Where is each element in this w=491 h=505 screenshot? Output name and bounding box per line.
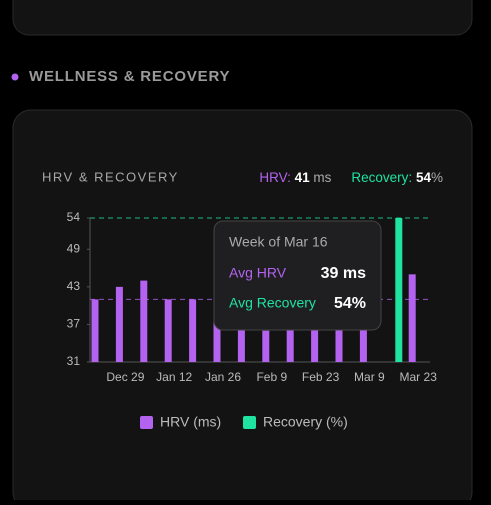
x-tick-label: Feb 23: [302, 370, 340, 384]
tooltip-title: Week of Mar 16: [229, 234, 328, 250]
y-tick-label: 31: [67, 354, 81, 368]
bar: [395, 218, 403, 362]
bar: [335, 318, 343, 362]
tooltip: Week of Mar 16 Avg HRV 39 ms Avg Recover…: [213, 220, 382, 331]
x-tick-label: Jan 26: [205, 370, 241, 384]
y-tick-label: 43: [67, 279, 81, 293]
tooltip-hrv-label: Avg HRV: [229, 265, 287, 281]
legend-label: HRV (ms): [160, 414, 221, 430]
tooltip-recovery-label: Avg Recovery: [229, 295, 316, 311]
plot: 31 37 43 49 54 Dec 29 Jan 12 Jan 26 Feb 9 Feb 23 M…: [67, 210, 438, 384]
tooltip-box: [213, 220, 382, 331]
bar: [286, 318, 294, 362]
bar: [408, 274, 416, 362]
bar: [91, 299, 99, 362]
chart-title: HRV & RECOVERY: [42, 169, 179, 184]
summary: HRV: 41 ms Recovery: 54%: [259, 170, 443, 185]
x-tick-label: Mar 23: [400, 370, 438, 384]
bar: [311, 318, 319, 362]
y-tick-label: 54: [67, 210, 81, 224]
section-title: WELLNESS & RECOVERY: [29, 68, 230, 85]
section-dot: [11, 73, 19, 81]
bar: [262, 330, 270, 362]
bar: [115, 286, 123, 362]
bar: [359, 311, 367, 362]
bar: [213, 305, 221, 362]
legend-label: Recovery (%): [263, 414, 348, 430]
recovery-unit: %: [431, 170, 443, 185]
x-tick-label: Feb 9: [256, 370, 287, 384]
y-tick-label: 37: [67, 317, 81, 331]
y-tick-label: 49: [67, 241, 81, 255]
x-tick-label: Mar 9: [354, 370, 385, 384]
hrv-value: 41: [295, 170, 311, 185]
bar: [237, 318, 245, 362]
bar: [189, 299, 197, 362]
recovery-label: Recovery:: [351, 170, 412, 185]
legend-swatch: [243, 416, 256, 429]
x-tick-label: Dec 29: [106, 370, 144, 384]
tooltip-hrv-value: 39 ms: [321, 265, 366, 282]
hrv-label: HRV:: [259, 170, 291, 185]
hrv-unit: ms: [313, 170, 331, 185]
bar: [140, 280, 148, 362]
tooltip-recovery-value: 54%: [334, 295, 366, 312]
legend-swatch: [140, 416, 153, 429]
recovery-value: 54: [416, 170, 432, 185]
top-card: [12, 0, 473, 36]
bar: [164, 299, 172, 362]
legend: HRV (ms) Recovery (%): [140, 414, 348, 430]
x-tick-label: Jan 12: [156, 370, 192, 384]
